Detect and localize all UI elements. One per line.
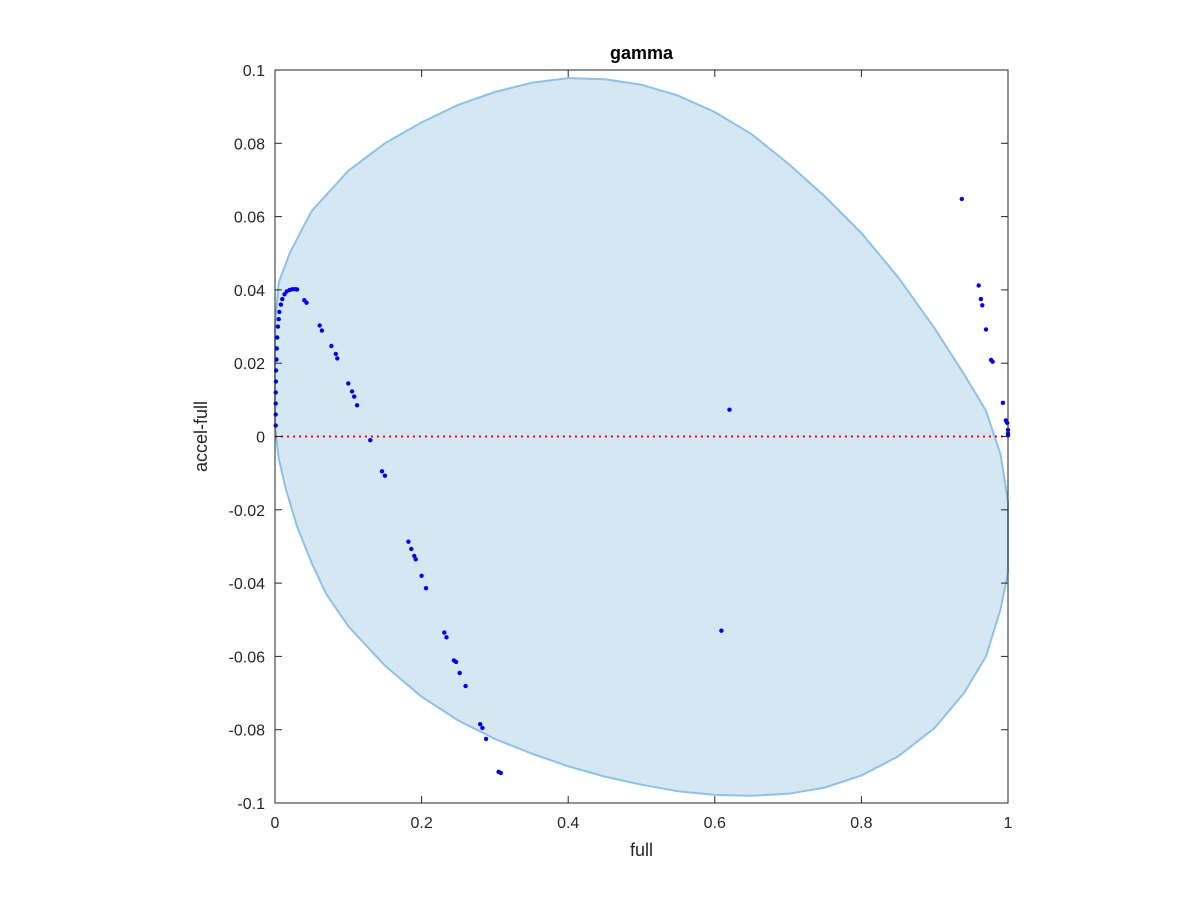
data-point — [294, 287, 300, 292]
data-point — [406, 539, 411, 544]
data-point — [277, 309, 282, 315]
x-tick-label: 0.2 — [410, 815, 432, 832]
data-point — [335, 356, 340, 361]
data-point — [304, 300, 309, 305]
y-tick-label: 0.08 — [234, 136, 265, 153]
x-tick-label: 0.4 — [557, 815, 579, 832]
data-point — [959, 196, 964, 202]
data-point — [409, 546, 414, 552]
data-point — [498, 770, 503, 776]
data-point — [480, 725, 485, 731]
data-point — [280, 296, 285, 302]
data-point — [354, 403, 360, 408]
data-point — [442, 630, 447, 635]
data-point — [349, 389, 355, 394]
y-tick-label: -0.1 — [237, 796, 265, 813]
data-point — [329, 343, 334, 349]
data-point — [719, 628, 724, 633]
y-tick-label: 0.1 — [243, 63, 265, 80]
y-axis-label: accel-full — [191, 401, 211, 472]
data-point — [463, 683, 468, 689]
data-point — [413, 557, 418, 562]
data-point — [273, 390, 278, 395]
data-point — [368, 438, 373, 443]
y-tick-label: -0.04 — [229, 576, 266, 593]
axis-ticks — [274, 69, 1009, 804]
data-point — [483, 736, 489, 742]
data-point — [273, 379, 279, 384]
data-point — [983, 327, 989, 332]
x-tick-label: 0.6 — [704, 815, 726, 832]
data-point — [976, 283, 981, 288]
data-point — [379, 469, 385, 474]
data-point — [727, 407, 732, 412]
y-tick-label: -0.02 — [229, 503, 266, 520]
x-tick-label: 1 — [1004, 815, 1013, 832]
data-point — [278, 302, 284, 307]
x-tick-label: 0 — [271, 815, 280, 832]
data-point — [273, 423, 278, 428]
data-point — [275, 335, 280, 340]
data-point — [333, 351, 338, 357]
data-point — [276, 317, 281, 322]
data-point — [273, 401, 278, 406]
data-point — [978, 296, 984, 302]
y-tick-label: 0.04 — [234, 283, 265, 300]
x-tick-label: 0.8 — [850, 815, 872, 832]
data-point — [412, 553, 417, 559]
y-tick-label: -0.08 — [229, 723, 266, 740]
data-point — [478, 722, 483, 727]
data-point — [273, 412, 278, 417]
tick-labels: 0 0.2 0.4 0.6 0.8 1 -0.1 -0.08 -0.06 -0.04 -0.02 0 0… — [229, 63, 1013, 832]
data-point — [419, 573, 424, 578]
data-point — [319, 328, 325, 333]
data-point — [980, 303, 985, 308]
data-point — [317, 323, 322, 328]
data-point — [346, 381, 351, 386]
data-point — [457, 670, 462, 676]
data-point — [1005, 420, 1010, 426]
data-point — [444, 635, 449, 640]
x-axis-label: full — [630, 840, 653, 860]
data-point — [423, 586, 429, 591]
y-tick-label: 0 — [256, 430, 265, 447]
y-tick-label: 0.02 — [234, 356, 265, 373]
data-point — [1000, 400, 1006, 405]
data-point — [453, 659, 459, 665]
chart-title: gamma — [610, 43, 674, 63]
data-point — [990, 359, 995, 364]
y-tick-label: -0.06 — [229, 649, 266, 666]
data-point — [382, 473, 388, 478]
data-point — [274, 346, 279, 351]
y-tick-label: 0.06 — [234, 210, 265, 227]
data-point — [352, 394, 357, 399]
data-point — [275, 324, 281, 329]
